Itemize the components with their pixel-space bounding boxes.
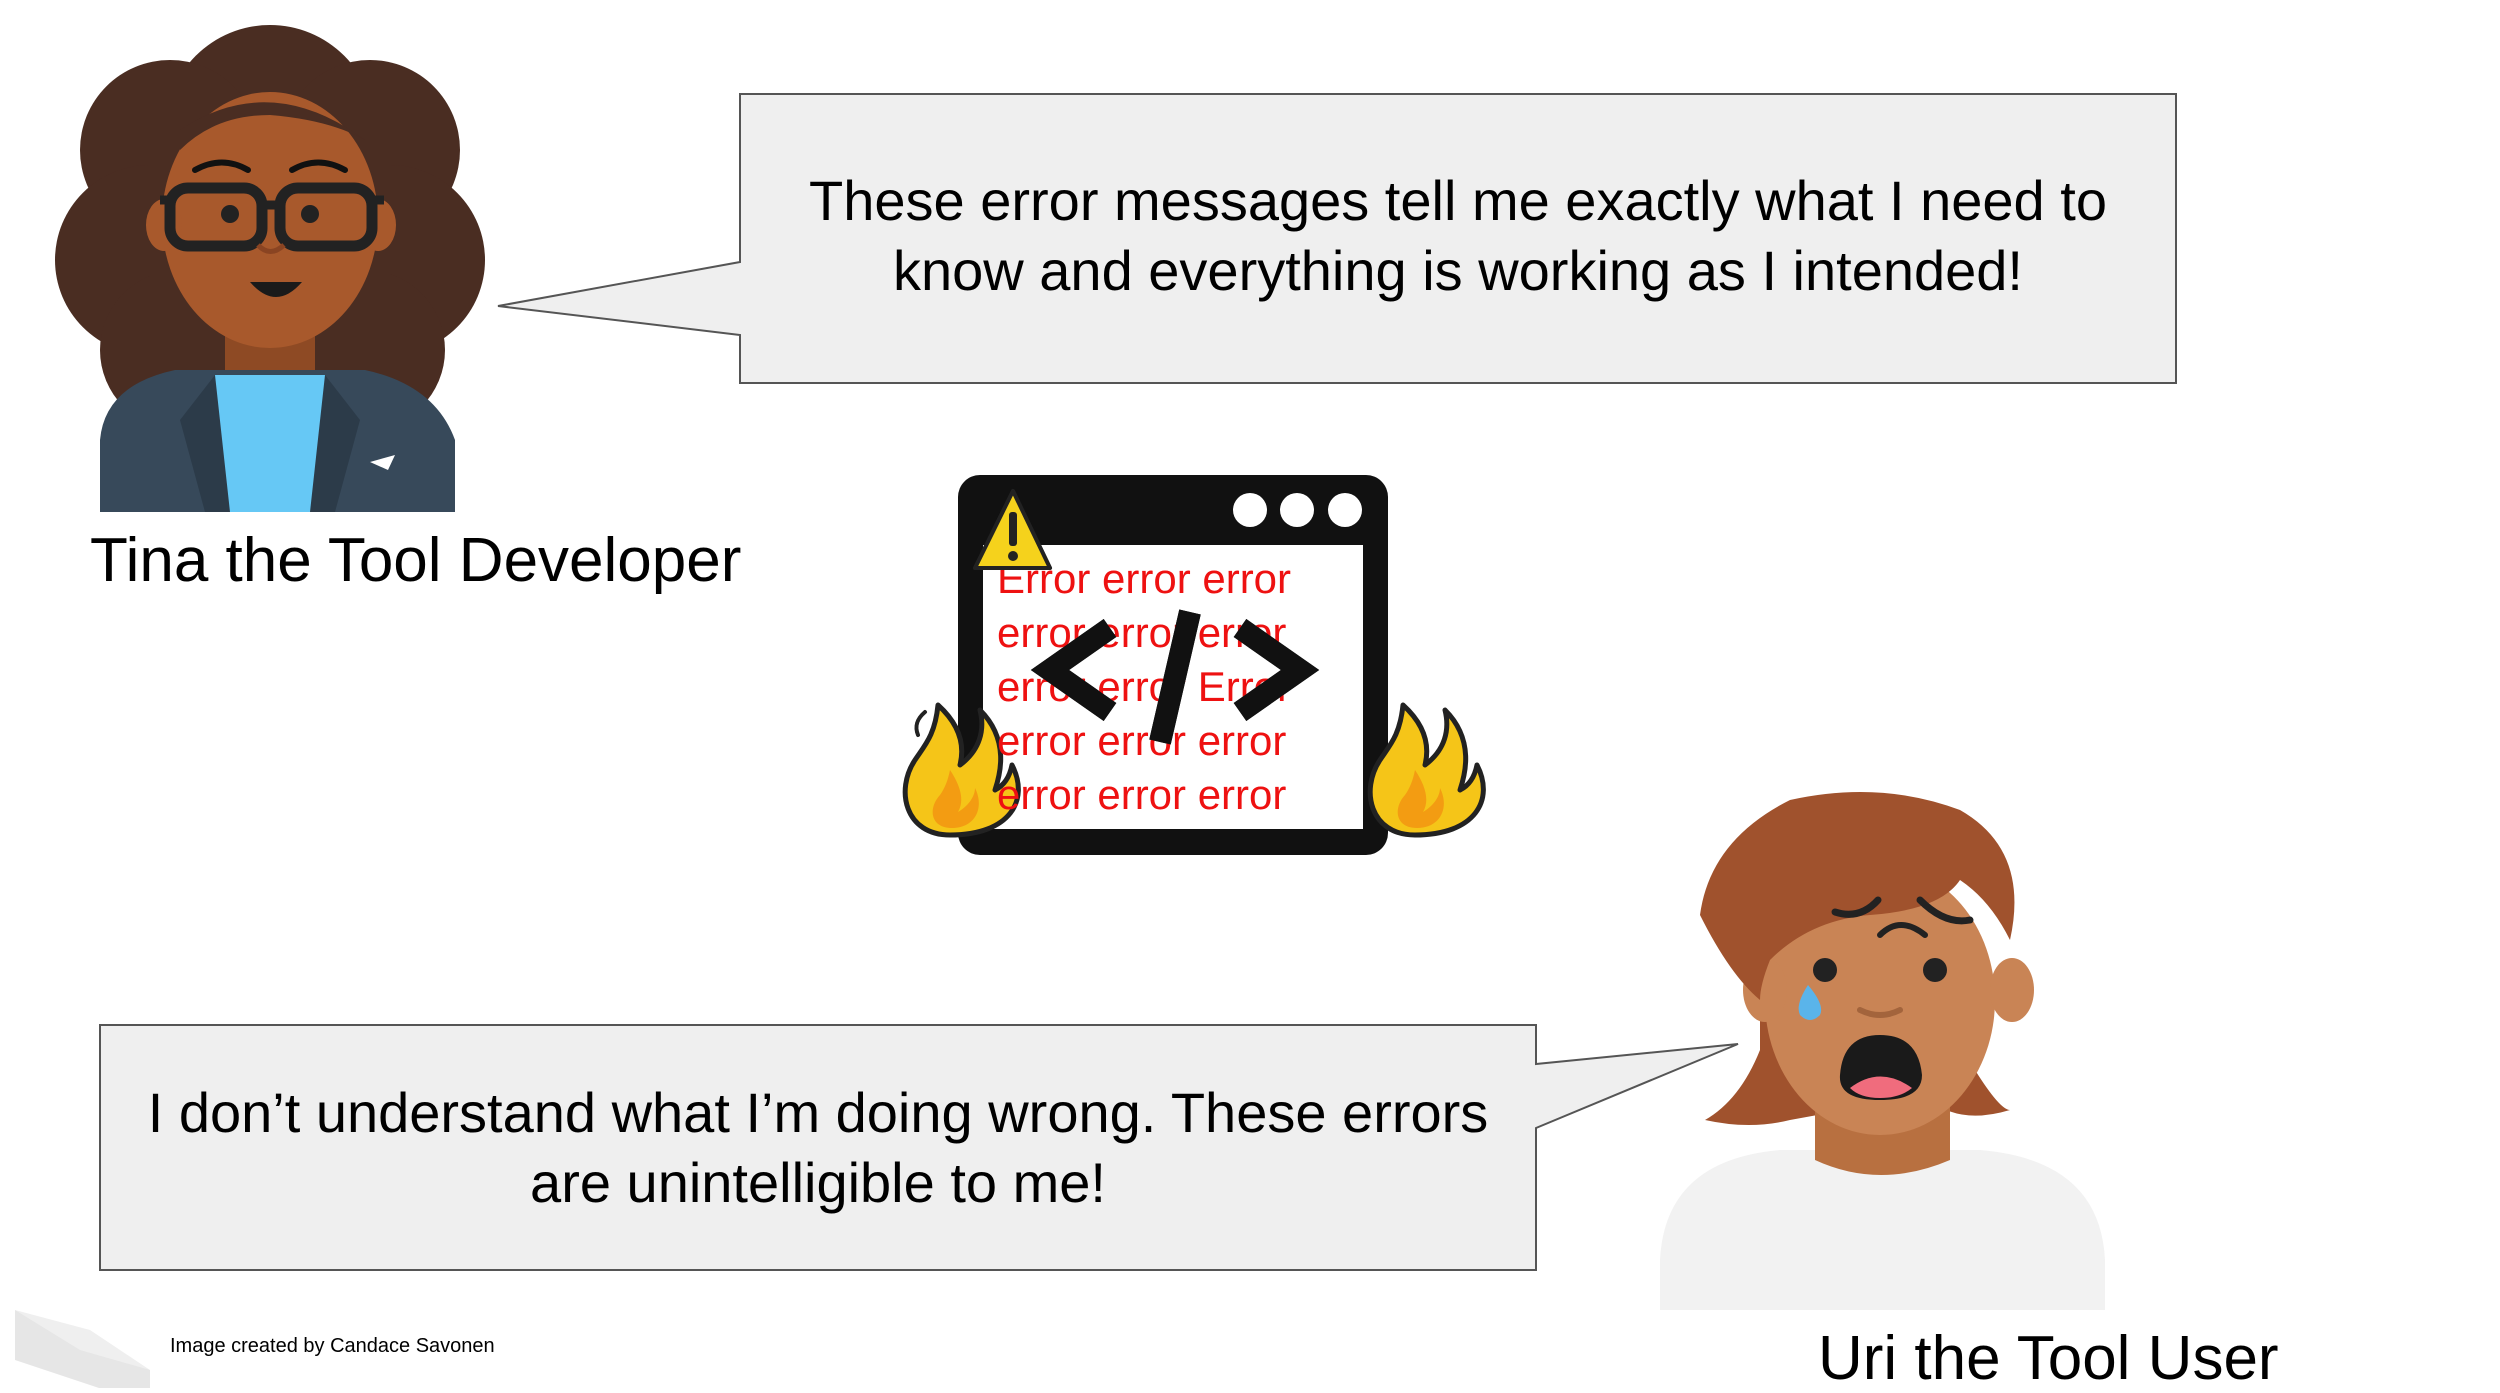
user-speech-text: I don’t understand what I’m doing wrong.…: [100, 1078, 1536, 1218]
developer-speech-bubble: [497, 93, 2177, 384]
error-line: error error Error: [997, 663, 1292, 710]
user-name-label: Uri the Tool User: [1818, 1324, 2279, 1393]
developer-speech-line: know and everything is working as I inte…: [893, 239, 2023, 302]
tina-avatar: [55, 25, 485, 512]
fire-icon: [902, 702, 1021, 838]
logo-mark: [15, 1310, 150, 1388]
developer-name-label: Tina the Tool Developer: [90, 526, 742, 595]
error-line: Error error error: [997, 555, 1292, 602]
developer-speech-line: These error messages tell me exactly wha…: [809, 169, 2107, 232]
error-line: error error error: [997, 609, 1287, 656]
user-speech-line: I don’t understand what I’m doing wrong.…: [147, 1081, 1489, 1144]
uri-avatar: [1660, 792, 2105, 1310]
error-line: error error error: [997, 717, 1287, 764]
error-line: error error error: [997, 771, 1287, 818]
user-speech-line: are unintelligible to me!: [530, 1151, 1106, 1214]
developer-speech-text: These error messages tell me exactly wha…: [740, 166, 2176, 306]
image-credit: Image created by Candace Savonen: [170, 1335, 495, 1357]
user-speech-bubble: [99, 1024, 1739, 1271]
fire-icon: [1367, 702, 1486, 838]
